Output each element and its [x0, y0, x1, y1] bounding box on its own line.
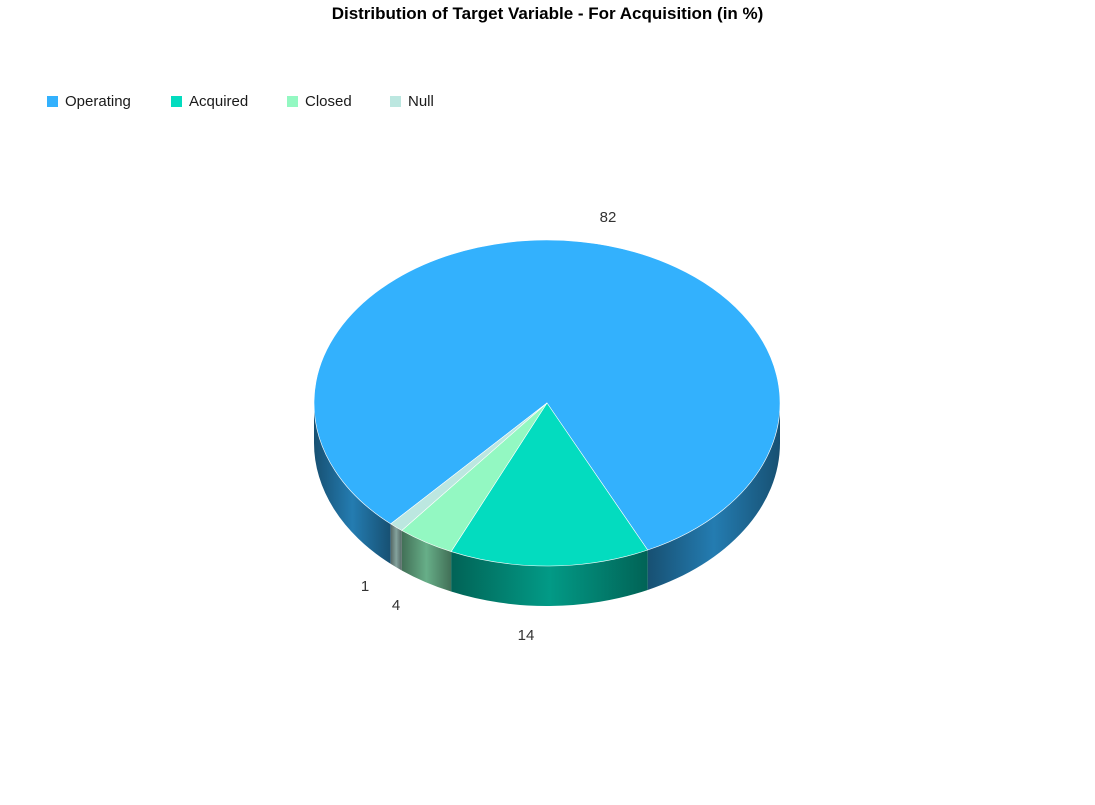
legend-item-null[interactable]: Null: [390, 93, 450, 110]
pie-side-operating: [647, 403, 780, 590]
pie-slice-operating[interactable]: [313, 239, 781, 551]
data-label-null: 1: [361, 578, 369, 595]
legend-item-operating[interactable]: Operating: [47, 93, 171, 110]
legend-swatch-null: [390, 96, 401, 107]
legend-label-closed: Closed: [305, 93, 352, 110]
pie-slice-acquired[interactable]: [450, 402, 649, 567]
data-label-acquired: 14: [518, 627, 535, 644]
pie-tops: [313, 239, 781, 567]
pie-side-acquired: [451, 549, 648, 606]
legend-label-null: Null: [408, 93, 434, 110]
data-label-operating: 82: [600, 209, 617, 226]
data-label-closed: 4: [392, 597, 400, 614]
legend-item-closed[interactable]: Closed: [287, 93, 390, 110]
pie-labels: 82 14 4 1: [361, 209, 617, 644]
pie-sides: [314, 403, 780, 606]
legend-item-acquired[interactable]: Acquired: [171, 93, 287, 110]
chart-title: Distribution of Target Variable - For Ac…: [331, 4, 764, 23]
pie-side-null: [390, 523, 402, 571]
legend-swatch-acquired: [171, 96, 182, 107]
legend-label-acquired: Acquired: [189, 93, 249, 110]
legend: Operating Acquired Closed Null: [47, 93, 450, 110]
legend-swatch-operating: [47, 96, 58, 107]
pie-side-operating: [314, 403, 391, 564]
pie-side-closed: [401, 530, 452, 592]
pie-slice-null[interactable]: [390, 402, 548, 531]
legend-label-operating: Operating: [65, 93, 131, 110]
legend-swatch-closed: [287, 96, 298, 107]
